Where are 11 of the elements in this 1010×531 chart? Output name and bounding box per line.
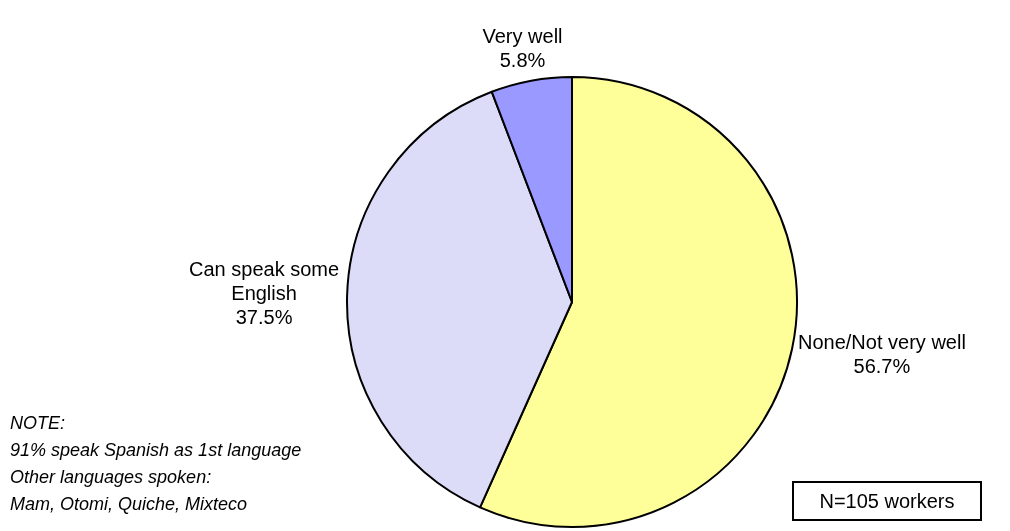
data-label: 37.5% — [235, 305, 293, 328]
text: NOTE: — [10, 412, 66, 435]
slice-label: None/Not very well — [798, 331, 966, 354]
text: Mam, Otomi, Quiche, Mixteco — [10, 493, 249, 516]
slice-label: Very well — [482, 24, 563, 47]
text: Other languages spoken: — [10, 466, 213, 489]
text: 91% speak Spanish as 1st language — [10, 439, 302, 462]
slice-label: Can speak some English — [189, 257, 340, 304]
data-label: 5.8% — [499, 48, 546, 71]
text: N=105 workers — [792, 481, 982, 521]
data-label: 56.7% — [853, 355, 911, 378]
